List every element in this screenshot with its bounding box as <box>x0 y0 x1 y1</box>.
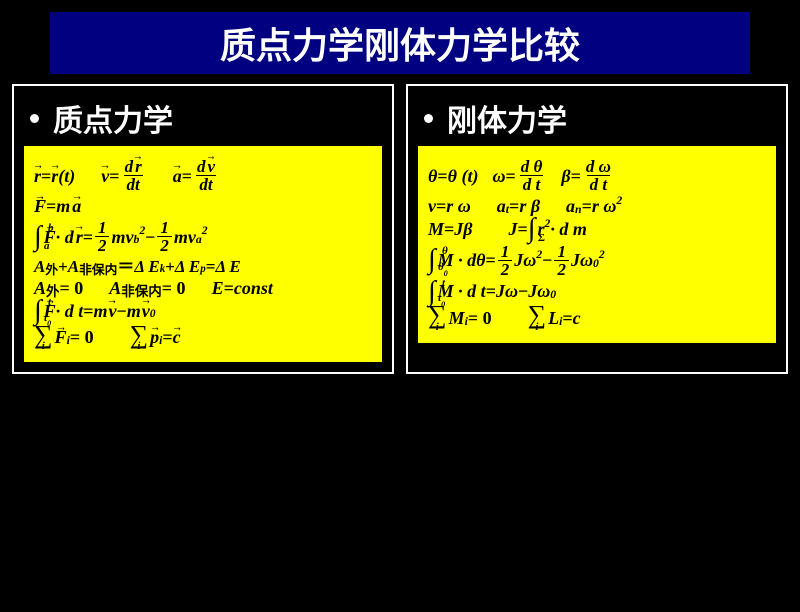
panel-header-text: 刚体力学 <box>447 96 567 140</box>
formula-box-left: r = r (t) v = drdt a = dvdt F = ma ∫ba F… <box>24 146 382 362</box>
panel-particle-header: 质点力学 <box>30 96 382 140</box>
eq-energy-theorem: A外 + A非保内 ＝ Δ Ek + Δ Ep = Δ E <box>34 258 372 275</box>
panel-particle: 质点力学 r = r (t) v = drdt a = dvdt F = ma … <box>12 84 394 374</box>
eq-newton2: F = ma <box>34 197 372 215</box>
eq-rot-kin: v = r ω at = r β an = r ω2 <box>428 197 766 215</box>
eq-conservation-cond: A外 = 0 A非保内 = 0 E = const <box>34 279 372 297</box>
eq-sums-right: ∑i Mi = 0 ∑i Li = c <box>428 305 766 331</box>
eq-work-energy: ∫ba F · dr = 12 mvb2 − 12 mva2 <box>34 219 372 254</box>
eq-kinematics-left: r = r (t) v = drdt a = dvdt <box>34 158 372 193</box>
eq-torque: M = Jβ J = ∫Σ r2 · d m <box>428 219 766 239</box>
eq-ang-impulse: ∫tt0 M · d t = Jω − Jω0 <box>428 282 766 302</box>
eq-rot-work: ∫θθ0 M · dθ = 12 Jω2 − 12 Jω02 <box>428 243 766 278</box>
eq-kinematics-right: θ = θ (t) ω = d θd t β = d ωd t <box>428 158 766 193</box>
columns: 质点力学 r = r (t) v = drdt a = dvdt F = ma … <box>0 84 800 386</box>
eq-sums-left: ∑i Fi = 0 ∑i pi = c <box>34 325 372 351</box>
eq-impulse: ∫tt0 F · d t = mv − mv0 <box>34 301 372 321</box>
bullet-icon <box>30 114 39 123</box>
panel-header-text: 质点力学 <box>53 96 173 140</box>
page-title: 质点力学刚体力学比较 <box>50 12 750 74</box>
panel-rigid: 刚体力学 θ = θ (t) ω = d θd t β = d ωd t v =… <box>406 84 788 374</box>
bullet-icon <box>424 114 433 123</box>
panel-rigid-header: 刚体力学 <box>424 96 776 140</box>
formula-box-right: θ = θ (t) ω = d θd t β = d ωd t v = r ω … <box>418 146 776 343</box>
